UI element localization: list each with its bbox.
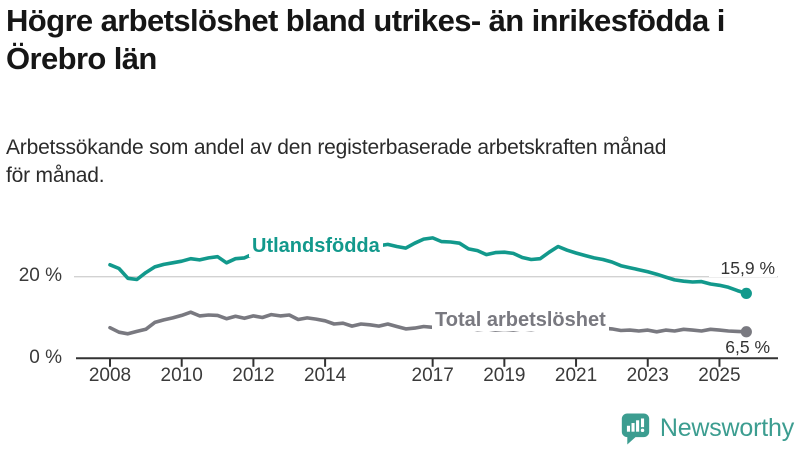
x-axis [76,357,778,367]
series-end-dots [740,287,752,338]
x-tick-label: 2019 [483,365,526,386]
y-tick-label: 20 % [18,265,62,287]
x-tick-label: 2008 [88,365,132,386]
series-label-utlandsfodda: Utlandsfödda [249,236,383,257]
series-lines [108,236,749,336]
x-tick-label: 2025 [698,365,741,386]
end-dot-total [740,326,752,338]
x-tick-label: 2012 [232,365,275,386]
chart-subtitle-line2: för månad. [6,163,105,187]
series-line-total [108,310,749,336]
series-label-total-arbetsloshet: Total arbetslöshet [432,310,609,331]
x-tick-label: 2010 [160,365,203,386]
newsworthy-wordmark: Newsworthy [659,414,794,442]
end-value-label-utlandsfodda: 15,9 % [709,259,777,277]
chart-subtitle-line1: Arbetssökande som andel av den registerb… [6,136,667,159]
chart-subtitle: Arbetssökande som andel av den registerb… [6,134,766,190]
x-tick-label: 2021 [554,365,598,386]
series-line-utlandsfodda [108,236,749,296]
page-title-line2: Örebro län [6,40,157,76]
x-tick-label: 2014 [303,365,347,386]
y-tick-label: 0 % [29,346,62,368]
end-value-label-total: 6,5 % [711,338,772,356]
x-tick-label: 2023 [626,365,669,386]
bar-chart-speech-bubble-icon [621,413,650,445]
x-tick-label: 2017 [411,365,454,386]
end-dot-utlandsfodda [740,287,752,300]
newsworthy-logo: Newsworthy [620,412,794,445]
page-title-line1: Högre arbetslöshet bland utrikes- än inr… [6,3,725,38]
page-title: Högre arbetslöshet bland utrikes- än inr… [6,2,798,78]
